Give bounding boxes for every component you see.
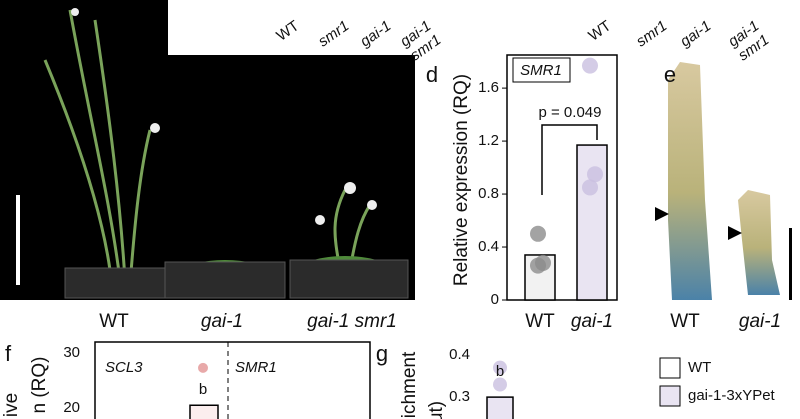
y-tick-label: 1.2 bbox=[478, 132, 499, 149]
y-tick-label: 0.4 bbox=[449, 346, 470, 363]
series-label: SCL3 bbox=[105, 359, 143, 376]
y-axis-label: ichment bbox=[399, 351, 420, 418]
data-point bbox=[198, 362, 208, 373]
data-point bbox=[493, 360, 507, 375]
genotype-label: gai-1 smr1 bbox=[307, 311, 397, 332]
genotype-label: WT bbox=[670, 311, 700, 332]
genotype-label: gai-1 bbox=[357, 17, 394, 50]
data-point bbox=[530, 257, 546, 274]
legend-swatch bbox=[659, 385, 681, 407]
data-point bbox=[493, 377, 507, 392]
y-axis-label: ive bbox=[1, 393, 22, 417]
y-axis-label: n (RQ) bbox=[29, 357, 50, 414]
plants bbox=[43, 9, 372, 286]
wt-stem bbox=[668, 62, 712, 300]
chart-title: SMR1 bbox=[520, 62, 562, 79]
scale-bar bbox=[16, 195, 20, 285]
bar bbox=[486, 396, 514, 419]
y-tick-label: 0 bbox=[491, 291, 499, 308]
x-tick-label: gai-1 bbox=[571, 311, 613, 332]
y-tick-label: 0.8 bbox=[478, 185, 499, 202]
panel-label: d bbox=[426, 62, 438, 87]
y-axis-label: ut) bbox=[426, 401, 447, 419]
p-value: p = 0.049 bbox=[539, 104, 602, 121]
data-point bbox=[582, 179, 598, 196]
data-point bbox=[530, 225, 546, 242]
arrowhead bbox=[655, 207, 669, 221]
gai-stem bbox=[738, 190, 780, 295]
y-tick-label: 20 bbox=[63, 399, 80, 416]
significance-bracket bbox=[541, 124, 598, 195]
genotype-label: gai-1 bbox=[739, 311, 781, 332]
significance-letter: b bbox=[496, 363, 504, 380]
legend-swatch bbox=[659, 357, 681, 379]
genotype-label: smr1 bbox=[633, 17, 670, 50]
plot-frame bbox=[94, 341, 371, 419]
pots bbox=[64, 259, 409, 299]
data-point bbox=[582, 57, 598, 74]
significance-letter: b bbox=[199, 381, 207, 398]
legend-label: WT bbox=[688, 359, 711, 376]
flowers bbox=[71, 8, 377, 225]
legend-label: gai-1-3xYPet bbox=[688, 387, 776, 404]
y-axis-label: Relative expression (RQ) bbox=[451, 74, 472, 286]
panel-label: f bbox=[5, 341, 12, 366]
genotype-label: gai-1 bbox=[677, 17, 714, 50]
panel-label: g bbox=[376, 341, 388, 366]
genotype-label: WT bbox=[273, 17, 302, 44]
genotype-label: gai-1 bbox=[201, 311, 243, 332]
bar bbox=[189, 404, 219, 419]
y-tick-label: 30 bbox=[63, 344, 80, 361]
genotype-label: smr1 bbox=[315, 17, 352, 50]
title-box bbox=[512, 57, 571, 83]
scale-bar bbox=[789, 228, 792, 300]
genotype-label: WT bbox=[585, 17, 614, 44]
y-tick-label: 1.6 bbox=[478, 79, 499, 96]
genotype-label: WT bbox=[99, 311, 129, 332]
series-label: SMR1 bbox=[235, 359, 277, 376]
y-tick-label: 0.4 bbox=[478, 238, 499, 255]
data-point bbox=[587, 166, 603, 183]
arrowhead bbox=[728, 226, 742, 240]
x-tick-label: WT bbox=[525, 311, 555, 332]
panel-label: e bbox=[664, 62, 676, 87]
y-tick-label: 0.3 bbox=[449, 388, 470, 405]
plot-frame bbox=[506, 54, 618, 301]
